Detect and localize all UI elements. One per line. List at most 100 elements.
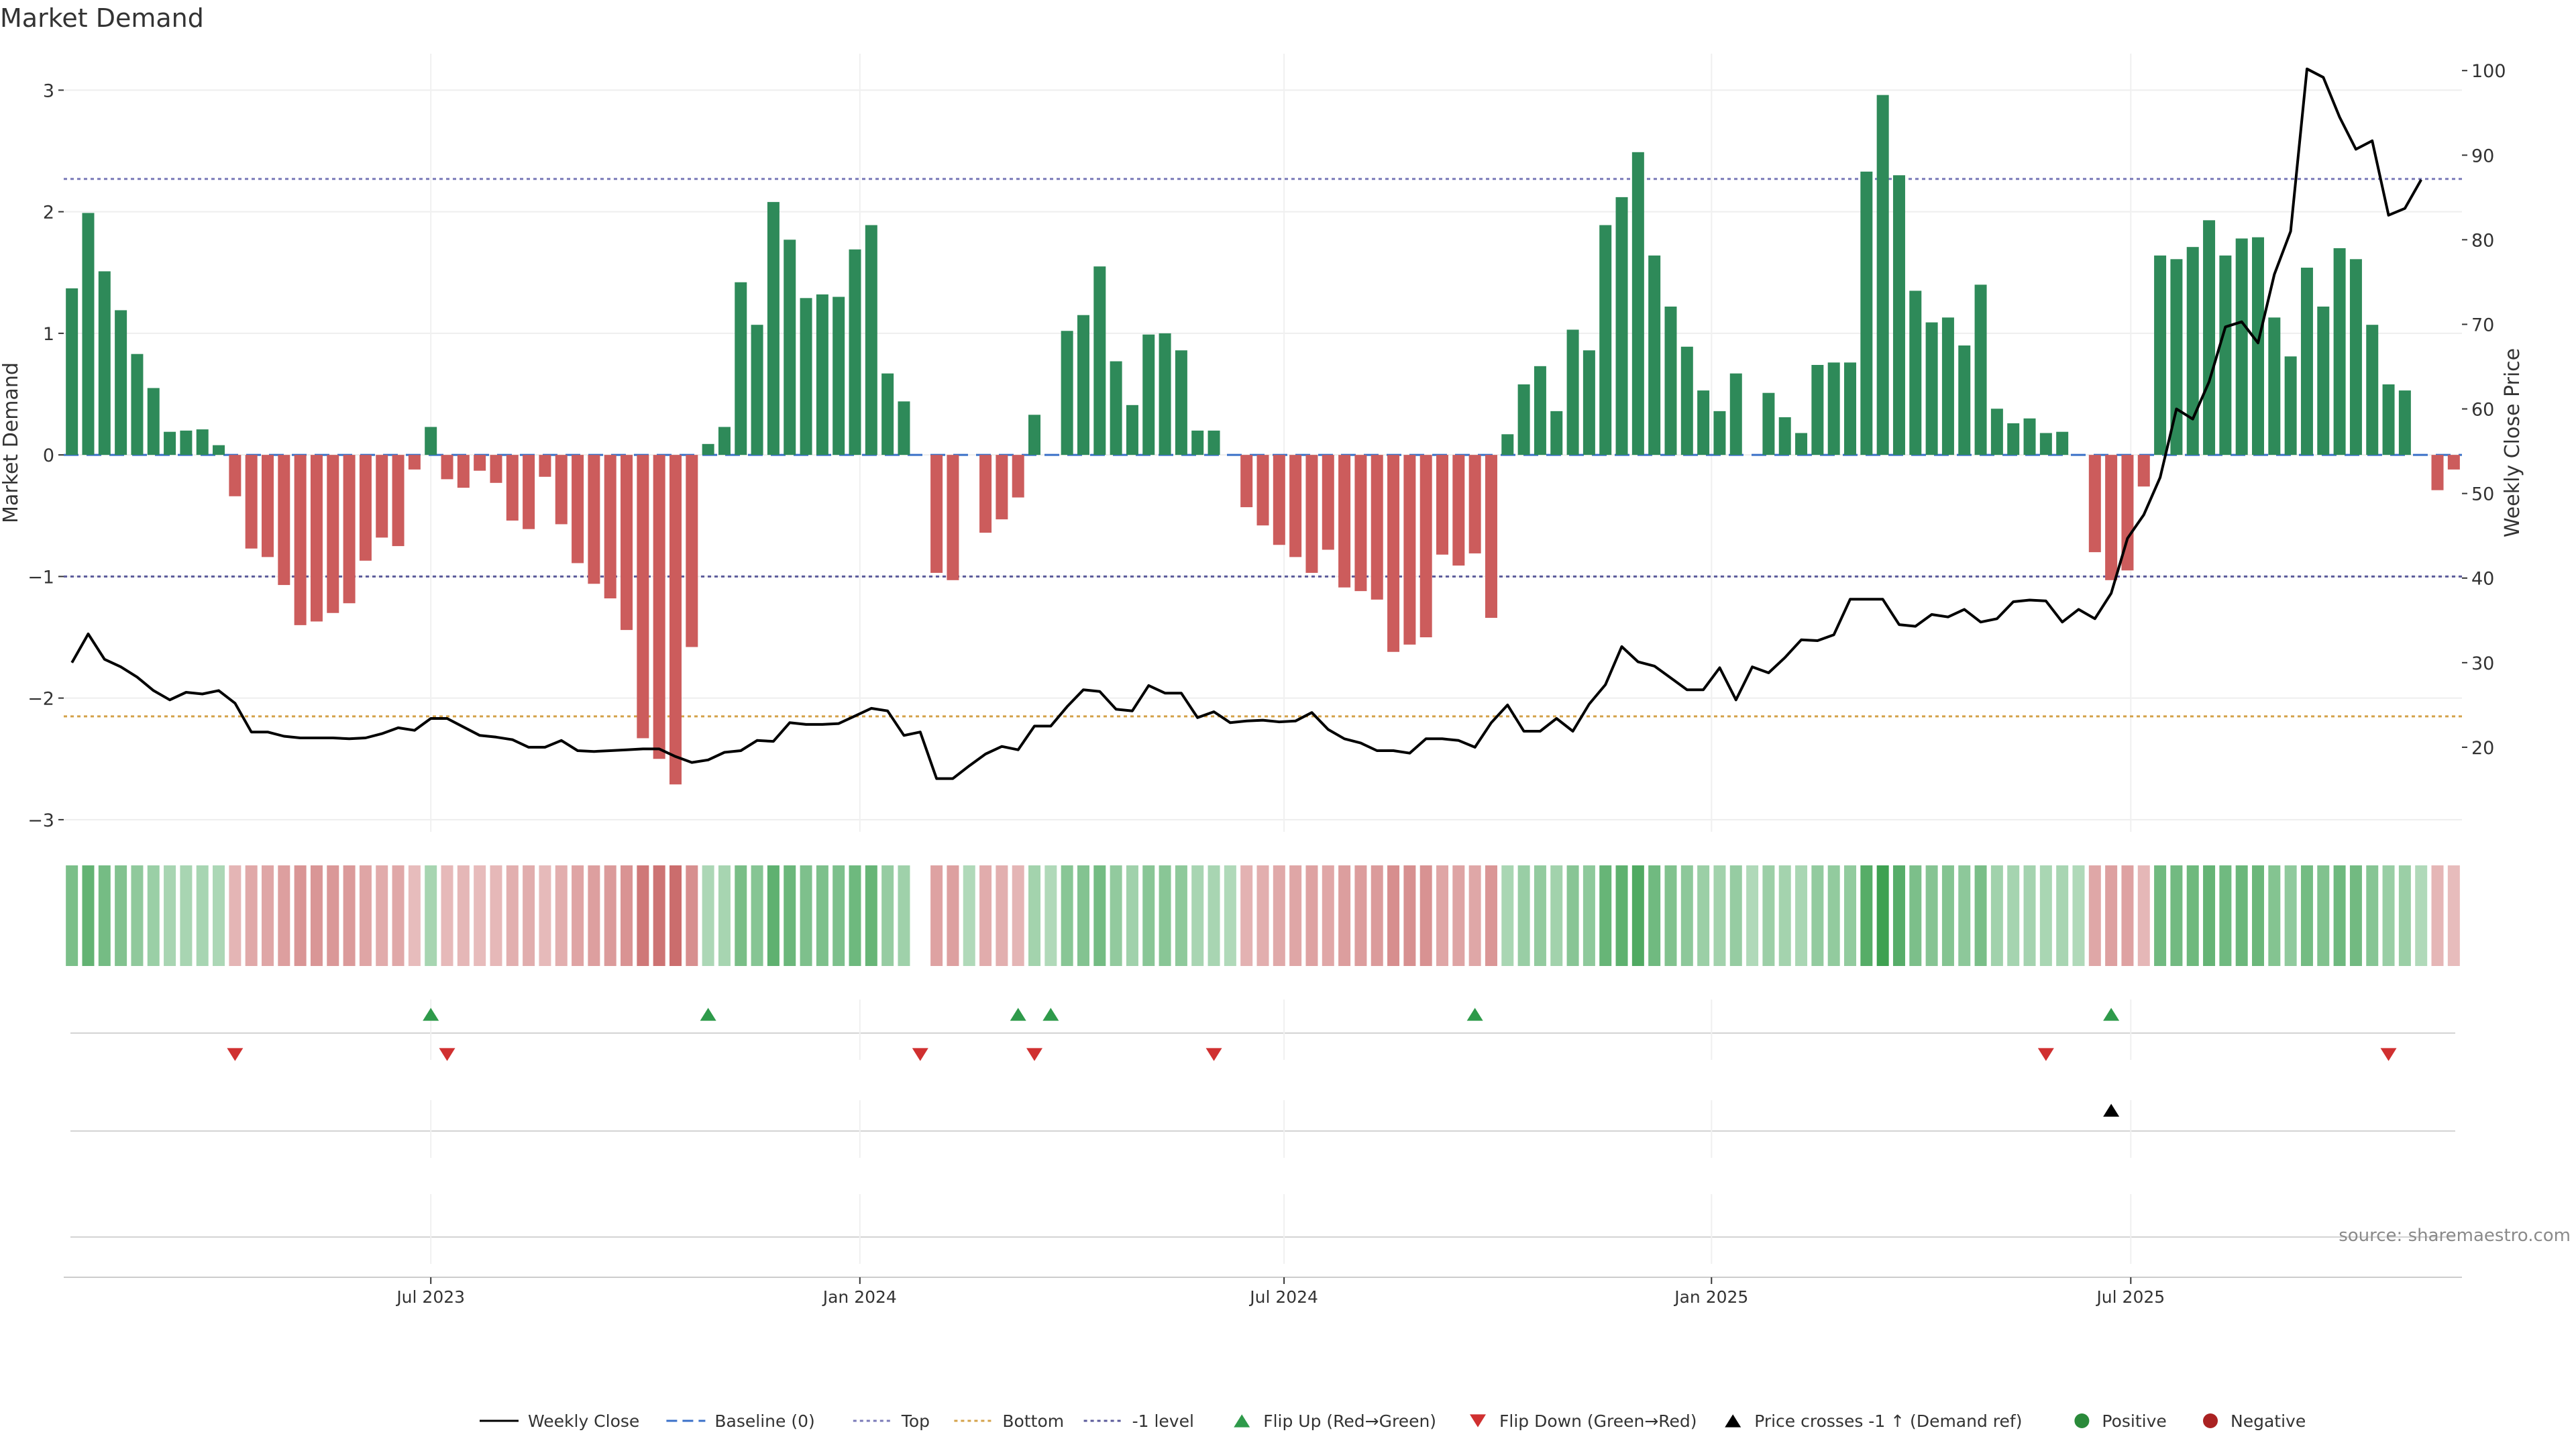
legend-label-0: Weekly Close — [528, 1411, 639, 1431]
demand-bar-83 — [1419, 455, 1432, 637]
heat-cell-94 — [1599, 865, 1612, 966]
y2-tick-label-8: 20 — [2471, 738, 2494, 759]
x-tick-label-2: Jul 2024 — [1248, 1287, 1318, 1307]
demand-bar-114 — [1925, 322, 1938, 455]
demand-bar-112 — [1892, 175, 1905, 455]
demand-bar-13 — [278, 455, 290, 586]
demand-bar-142 — [2382, 384, 2395, 455]
heat-cell-81 — [1387, 865, 1400, 966]
demand-bar-49 — [865, 225, 877, 455]
demand-bar-140 — [2349, 259, 2362, 455]
legend-label-3: Bottom — [1002, 1411, 1064, 1431]
heat-cell-21 — [408, 865, 421, 966]
demand-bar-146 — [2447, 455, 2460, 470]
demand-bar-127 — [2137, 455, 2150, 487]
demand-bar-19 — [376, 455, 388, 538]
demand-bar-40 — [718, 427, 731, 455]
flip-up-marker-2 — [1010, 1008, 1026, 1021]
demand-bar-38 — [686, 455, 698, 647]
y2-tick-label-7: 30 — [2471, 653, 2494, 674]
demand-bar-25 — [474, 455, 486, 471]
heat-cell-50 — [881, 865, 894, 966]
heat-cell-8 — [196, 865, 209, 966]
heat-cell-11 — [245, 865, 258, 966]
heat-cell-122 — [2056, 865, 2069, 966]
heat-cell-83 — [1419, 865, 1432, 966]
heat-cell-92 — [1566, 865, 1579, 966]
heat-cell-82 — [1403, 865, 1416, 966]
heat-cell-128 — [2154, 865, 2167, 966]
demand-bar-85 — [1452, 455, 1465, 566]
demand-bar-18 — [359, 455, 372, 561]
demand-bar-137 — [2300, 268, 2313, 455]
heat-cell-65 — [1126, 865, 1138, 966]
heat-cell-118 — [1990, 865, 2003, 966]
heat-cell-108 — [1827, 865, 1840, 966]
demand-bar-46 — [816, 294, 828, 455]
y2-axis: 100 90 80 70 60 50 40 30 20 — [2462, 61, 2506, 759]
heat-cell-13 — [278, 865, 290, 966]
heat-cell-89 — [1517, 865, 1530, 966]
x-tick-label-3: Jan 2025 — [1673, 1287, 1748, 1307]
heat-cell-23 — [441, 865, 453, 966]
demand-bar-75 — [1289, 455, 1302, 557]
legend-swatch-8 — [2074, 1413, 2090, 1428]
heat-cell-10 — [229, 865, 241, 966]
demand-bar-101 — [1713, 411, 1726, 455]
demand-bar-70 — [1208, 430, 1220, 455]
heat-cell-70 — [1208, 865, 1220, 966]
demand-bar-2 — [98, 271, 111, 455]
demand-bar-66 — [1142, 334, 1155, 455]
demand-bar-56 — [979, 455, 992, 533]
demand-bar-134 — [2252, 237, 2265, 455]
heat-cell-86 — [1468, 865, 1481, 966]
heat-cell-121 — [2039, 865, 2052, 966]
heat-cell-45 — [800, 865, 812, 966]
demand-bar-48 — [849, 249, 861, 455]
heat-cell-7 — [180, 865, 193, 966]
heat-cell-57 — [996, 865, 1008, 966]
heat-cell-103 — [1746, 865, 1759, 966]
demand-bar-59 — [1028, 415, 1041, 455]
demand-bar-102 — [1729, 373, 1742, 455]
heat-cell-145 — [2431, 865, 2444, 966]
heat-cell-20 — [392, 865, 405, 966]
demand-bar-98 — [1664, 307, 1677, 455]
flip-down-marker-4 — [1205, 1048, 1222, 1061]
y2-tick-label-5: 50 — [2471, 484, 2494, 505]
heat-cell-80 — [1371, 865, 1383, 966]
y2-tick-label-6: 40 — [2471, 569, 2494, 590]
demand-bar-64 — [1110, 361, 1122, 455]
heat-cell-90 — [1534, 865, 1546, 966]
heat-cell-95 — [1615, 865, 1628, 966]
legend-item-7: Price crosses -1 ↑ (Demand ref) — [1725, 1411, 2022, 1431]
demand-bar-9 — [213, 445, 225, 455]
legend-label-4: -1 level — [1132, 1411, 1194, 1431]
demand-bar-68 — [1175, 350, 1187, 455]
heat-cell-31 — [572, 865, 584, 966]
demand-bar-4 — [131, 354, 144, 455]
heat-cell-130 — [2186, 865, 2199, 966]
heat-cell-112 — [1892, 865, 1905, 966]
price-cross-marker-0 — [2103, 1104, 2120, 1117]
x-tick-label-1: Jan 2024 — [822, 1287, 897, 1307]
legend-label-8: Positive — [2102, 1411, 2166, 1431]
heat-cell-62 — [1077, 865, 1089, 966]
heat-cell-125 — [2105, 865, 2118, 966]
heat-cell-135 — [2268, 865, 2281, 966]
demand-bar-22 — [425, 427, 437, 455]
heat-cell-133 — [2235, 865, 2248, 966]
heat-cell-107 — [1811, 865, 1824, 966]
demand-bar-105 — [1778, 417, 1791, 455]
demand-bar-95 — [1615, 197, 1628, 455]
legend-item-5: Flip Up (Red→Green) — [1234, 1411, 1436, 1431]
heat-cell-99 — [1680, 865, 1693, 966]
heat-cell-66 — [1142, 865, 1155, 966]
demand-bar-99 — [1680, 346, 1693, 455]
demand-bar-47 — [833, 297, 845, 455]
demand-bar-5 — [147, 388, 160, 455]
heat-cell-85 — [1452, 865, 1465, 966]
heat-cell-141 — [2366, 865, 2379, 966]
demand-bar-3 — [115, 310, 127, 455]
heat-cell-136 — [2284, 865, 2297, 966]
